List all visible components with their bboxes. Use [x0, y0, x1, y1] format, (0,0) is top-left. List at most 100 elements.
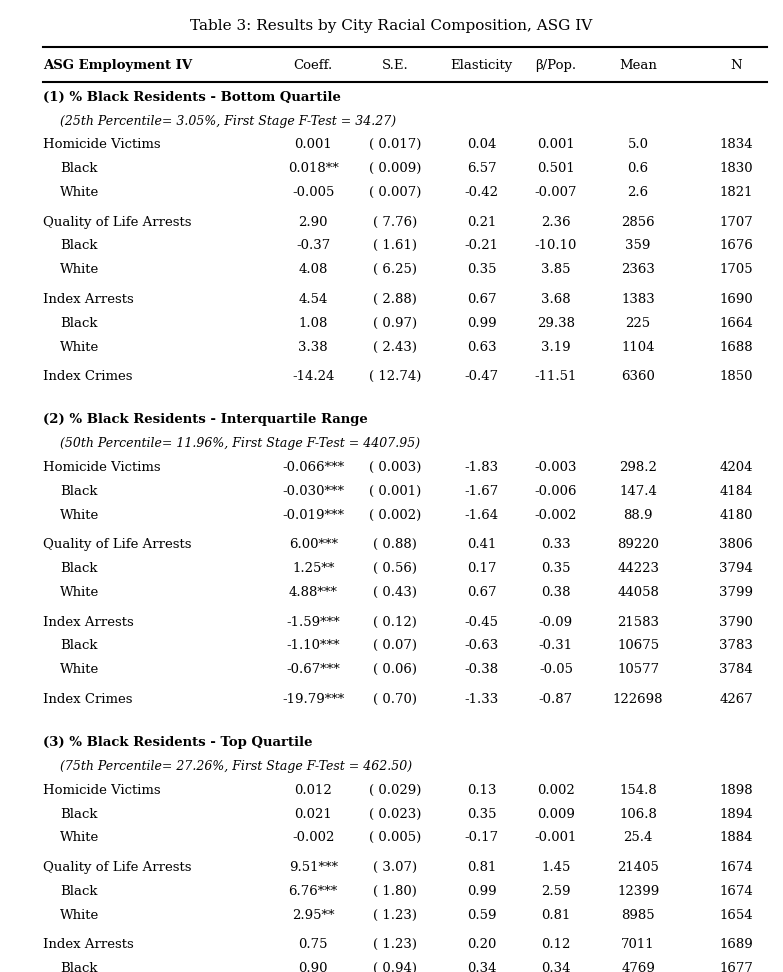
Text: 3783: 3783 — [719, 640, 753, 652]
Text: ( 2.88): ( 2.88) — [373, 293, 417, 306]
Text: 0.38: 0.38 — [541, 586, 571, 599]
Text: -0.002: -0.002 — [292, 831, 334, 845]
Text: Quality of Life Arrests: Quality of Life Arrests — [43, 861, 192, 874]
Text: 3.85: 3.85 — [541, 263, 571, 276]
Text: 0.001: 0.001 — [537, 138, 575, 152]
Text: 298.2: 298.2 — [619, 461, 657, 474]
Text: 0.99: 0.99 — [467, 885, 496, 898]
Text: Black: Black — [60, 962, 98, 972]
Text: 1674: 1674 — [719, 861, 753, 874]
Text: -0.38: -0.38 — [464, 663, 499, 677]
Text: -0.006: -0.006 — [535, 485, 577, 498]
Text: ( 0.005): ( 0.005) — [370, 831, 421, 845]
Text: 1705: 1705 — [720, 263, 752, 276]
Text: 88.9: 88.9 — [623, 508, 653, 522]
Text: 12399: 12399 — [617, 885, 659, 898]
Text: 1884: 1884 — [720, 831, 752, 845]
Text: 3799: 3799 — [719, 586, 753, 599]
Text: 44058: 44058 — [617, 586, 659, 599]
Text: -0.42: -0.42 — [464, 186, 499, 199]
Text: ( 0.017): ( 0.017) — [370, 138, 421, 152]
Text: -10.10: -10.10 — [535, 239, 577, 253]
Text: 10675: 10675 — [617, 640, 659, 652]
Text: 0.021: 0.021 — [294, 808, 332, 820]
Text: 6.00***: 6.00*** — [289, 538, 337, 551]
Text: 0.009: 0.009 — [537, 808, 575, 820]
Text: 1830: 1830 — [720, 162, 752, 175]
Text: -0.47: -0.47 — [464, 370, 499, 383]
Text: 0.90: 0.90 — [298, 962, 328, 972]
Text: 154.8: 154.8 — [619, 783, 657, 797]
Text: 0.33: 0.33 — [541, 538, 571, 551]
Text: 2.95**: 2.95** — [292, 909, 334, 921]
Text: 4180: 4180 — [720, 508, 752, 522]
Text: ( 0.009): ( 0.009) — [370, 162, 421, 175]
Text: 0.67: 0.67 — [467, 293, 496, 306]
Text: 4.88***: 4.88*** — [289, 586, 337, 599]
Text: ( 0.002): ( 0.002) — [370, 508, 421, 522]
Text: ( 1.80): ( 1.80) — [373, 885, 417, 898]
Text: ( 0.70): ( 0.70) — [373, 693, 417, 706]
Text: -0.030***: -0.030*** — [282, 485, 345, 498]
Text: 1850: 1850 — [720, 370, 752, 383]
Text: -0.21: -0.21 — [464, 239, 499, 253]
Text: ( 1.23): ( 1.23) — [373, 938, 417, 952]
Text: -11.51: -11.51 — [535, 370, 577, 383]
Text: ( 12.74): ( 12.74) — [370, 370, 421, 383]
Text: Mean: Mean — [619, 58, 657, 72]
Text: ( 7.76): ( 7.76) — [373, 216, 417, 228]
Text: 3806: 3806 — [719, 538, 753, 551]
Text: -0.019***: -0.019*** — [282, 508, 345, 522]
Text: 0.20: 0.20 — [467, 938, 496, 952]
Text: 3.38: 3.38 — [298, 340, 328, 354]
Text: 0.13: 0.13 — [467, 783, 496, 797]
Text: -1.83: -1.83 — [464, 461, 499, 474]
Text: ( 0.12): ( 0.12) — [373, 615, 417, 629]
Text: Homicide Victims: Homicide Victims — [43, 138, 161, 152]
Text: 0.012: 0.012 — [294, 783, 332, 797]
Text: 4184: 4184 — [720, 485, 752, 498]
Text: Black: Black — [60, 239, 98, 253]
Text: 89220: 89220 — [617, 538, 659, 551]
Text: Coeff.: Coeff. — [294, 58, 333, 72]
Text: -0.45: -0.45 — [464, 615, 499, 629]
Text: -1.33: -1.33 — [464, 693, 499, 706]
Text: Elasticity: Elasticity — [450, 58, 513, 72]
Text: 225: 225 — [626, 317, 651, 330]
Text: 0.59: 0.59 — [467, 909, 496, 921]
Text: ( 3.07): ( 3.07) — [373, 861, 417, 874]
Text: White: White — [60, 831, 99, 845]
Text: (75th Percentile= 27.26%, First Stage F-Test = 462.50): (75th Percentile= 27.26%, First Stage F-… — [60, 760, 413, 773]
Text: 4.08: 4.08 — [298, 263, 328, 276]
Text: -0.05: -0.05 — [539, 663, 573, 677]
Text: ( 0.007): ( 0.007) — [370, 186, 421, 199]
Text: 4.54: 4.54 — [298, 293, 328, 306]
Text: -1.10***: -1.10*** — [287, 640, 340, 652]
Text: 3790: 3790 — [719, 615, 753, 629]
Text: -0.066***: -0.066*** — [282, 461, 345, 474]
Text: -0.31: -0.31 — [539, 640, 573, 652]
Text: 0.34: 0.34 — [541, 962, 571, 972]
Text: 0.81: 0.81 — [541, 909, 571, 921]
Text: 0.501: 0.501 — [537, 162, 575, 175]
Text: 1.08: 1.08 — [298, 317, 328, 330]
Text: ( 0.97): ( 0.97) — [373, 317, 417, 330]
Text: Index Arrests: Index Arrests — [43, 938, 134, 952]
Text: ( 1.23): ( 1.23) — [373, 909, 417, 921]
Text: 1676: 1676 — [719, 239, 753, 253]
Text: 3.68: 3.68 — [541, 293, 571, 306]
Text: 1894: 1894 — [720, 808, 752, 820]
Text: 2.59: 2.59 — [541, 885, 571, 898]
Text: 122698: 122698 — [613, 693, 663, 706]
Text: Index Crimes: Index Crimes — [43, 370, 132, 383]
Text: 2363: 2363 — [621, 263, 655, 276]
Text: 6360: 6360 — [621, 370, 655, 383]
Text: 0.12: 0.12 — [541, 938, 571, 952]
Text: 3.19: 3.19 — [541, 340, 571, 354]
Text: 147.4: 147.4 — [619, 485, 657, 498]
Text: Table 3: Results by City Racial Composition, ASG IV: Table 3: Results by City Racial Composit… — [190, 19, 593, 33]
Text: 6.76***: 6.76*** — [289, 885, 337, 898]
Text: White: White — [60, 186, 99, 199]
Text: -0.63: -0.63 — [464, 640, 499, 652]
Text: 0.63: 0.63 — [467, 340, 496, 354]
